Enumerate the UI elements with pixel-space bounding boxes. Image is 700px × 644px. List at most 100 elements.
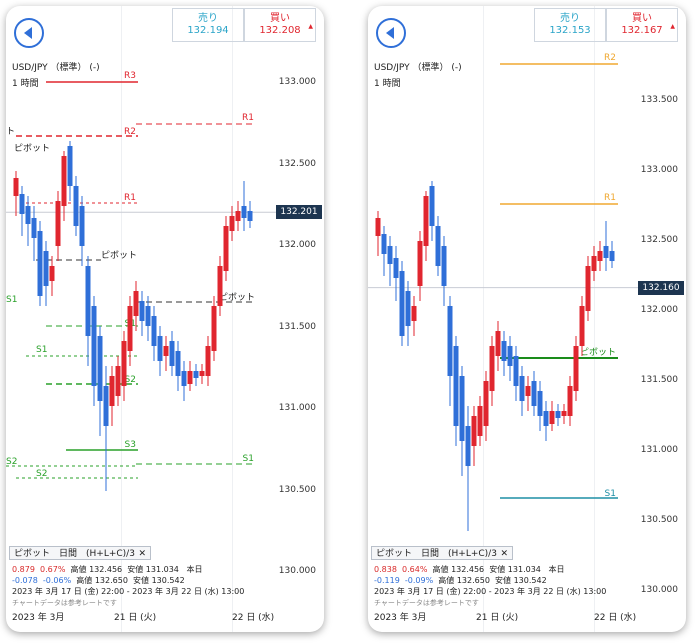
candle-body bbox=[561, 411, 567, 416]
candle-body bbox=[543, 411, 549, 426]
close-icon[interactable]: ✕ bbox=[138, 549, 146, 559]
s2-label: S2 bbox=[125, 375, 136, 385]
candle-body bbox=[37, 231, 43, 296]
day-label: 本日 bbox=[186, 565, 203, 574]
s1-label: S1 bbox=[36, 345, 47, 355]
x-label-month: 2023 年 3月 bbox=[12, 613, 65, 623]
low-value: 131.034 bbox=[145, 565, 179, 574]
candle-body bbox=[537, 391, 543, 416]
candle-body bbox=[567, 386, 573, 416]
candle-body bbox=[435, 226, 441, 266]
up-triangle-icon: ▲ bbox=[670, 23, 675, 30]
candle-body bbox=[387, 246, 393, 264]
pivot-label: ピボット bbox=[219, 292, 255, 303]
candle-body bbox=[211, 306, 217, 351]
pivot-tab-label: ピボット 日間 (H+L+C)/3 bbox=[14, 549, 135, 559]
buy-quote-button[interactable]: 買い 132.208 ▲ bbox=[244, 8, 316, 42]
grid-line bbox=[483, 6, 484, 632]
close-icon[interactable]: ✕ bbox=[500, 549, 508, 559]
candlestick-chart[interactable]: R2 R1 ピボット S1 bbox=[368, 6, 686, 632]
current-price-tag: 132.160 bbox=[638, 280, 684, 295]
candle-body bbox=[43, 251, 49, 286]
reference-note: チャートデータは参考レートです bbox=[12, 599, 117, 607]
s1-label: S1 bbox=[243, 454, 254, 464]
r1-label: R1 bbox=[124, 193, 136, 203]
r2-label: R2 bbox=[124, 127, 136, 137]
timeframe-label: 1 時間 bbox=[12, 79, 39, 89]
candle-body bbox=[199, 371, 205, 376]
candle-body bbox=[603, 246, 609, 258]
low-value: 130.542 bbox=[513, 576, 547, 585]
candle-body bbox=[411, 306, 417, 321]
change-value: -0.119 bbox=[374, 576, 400, 585]
symbol-label: USD/JPY （標準） (-) bbox=[12, 63, 100, 73]
candle-body bbox=[205, 346, 211, 376]
buy-quote-button[interactable]: 買い 132.167 ▲ bbox=[606, 8, 678, 42]
back-button[interactable] bbox=[376, 18, 406, 48]
candle-body bbox=[49, 266, 55, 281]
high-value: 132.456 bbox=[89, 565, 123, 574]
candle-body bbox=[483, 381, 489, 426]
change-value: -0.078 bbox=[12, 576, 38, 585]
candle-body bbox=[109, 376, 115, 406]
change-value: 0.879 bbox=[12, 565, 35, 574]
pivot-label: ピボット bbox=[580, 347, 616, 358]
y-tick-label: 132.000 bbox=[278, 240, 316, 250]
change-percent: 0.67% bbox=[40, 565, 66, 574]
y-tick-label: 130.000 bbox=[278, 566, 316, 576]
buy-label: 買い bbox=[270, 13, 290, 24]
back-arrow-icon bbox=[386, 27, 394, 39]
candle-body bbox=[375, 218, 381, 236]
date-range: 2023 年 3月 17 日 (金) 22:00 - 2023 年 3月 22 … bbox=[12, 587, 245, 596]
candle-body bbox=[55, 201, 61, 246]
candle-body bbox=[187, 371, 193, 384]
grid-line bbox=[594, 6, 595, 632]
pivot-label: ピボット bbox=[101, 250, 137, 261]
r3-label: R3 bbox=[124, 71, 136, 81]
stats-today: 0.879 0.67% 高値 132.456 安値 131.034 本日 bbox=[12, 564, 203, 575]
grid-line bbox=[121, 6, 122, 632]
candle-body bbox=[447, 306, 453, 376]
candle-body bbox=[91, 306, 97, 386]
day-label: 本日 bbox=[548, 565, 565, 574]
pivot-indicator-tab[interactable]: ピボット 日間 (H+L+C)/3 ✕ bbox=[371, 546, 513, 560]
pivot-label: ピボット bbox=[14, 143, 50, 154]
candle-body bbox=[423, 196, 429, 246]
sell-label: 売り bbox=[560, 13, 580, 24]
candle-body bbox=[507, 346, 513, 366]
candle-body bbox=[453, 346, 459, 426]
candle-body bbox=[79, 206, 85, 246]
stats-today: 0.838 0.64% 高値 132.456 安値 131.034 本日 bbox=[374, 564, 565, 575]
candle-body bbox=[13, 178, 19, 196]
high-label: 高値 bbox=[438, 576, 455, 585]
s1-label: S1 bbox=[605, 489, 616, 499]
candle-body bbox=[489, 346, 495, 391]
symbol-label: USD/JPY （標準） (-) bbox=[374, 63, 462, 73]
candle-body bbox=[169, 341, 175, 366]
candle-body bbox=[19, 194, 25, 214]
candle-body bbox=[399, 271, 405, 336]
sell-quote-button[interactable]: 売り 132.194 bbox=[172, 8, 244, 42]
s2-label: S2 bbox=[36, 469, 47, 479]
reference-note: チャートデータは参考レートです bbox=[374, 599, 479, 607]
back-button[interactable] bbox=[14, 18, 44, 48]
candle-body bbox=[501, 341, 507, 361]
y-tick-label: 132.000 bbox=[640, 305, 678, 315]
candle-body bbox=[97, 336, 103, 401]
candle-body bbox=[151, 316, 157, 346]
grid-line bbox=[232, 6, 233, 632]
stats-previous: -0.078 -0.06% 高値 132.650 安値 130.542 bbox=[12, 575, 185, 586]
candle-body bbox=[139, 301, 145, 321]
candlestick-chart[interactable]: R3R2R1R1ピボットトピボットピボットS1S1S1S2S3S2S1S2 bbox=[6, 6, 324, 632]
y-tick-label: 132.500 bbox=[278, 158, 316, 169]
candle-body bbox=[223, 226, 229, 271]
y-tick-label: 133.000 bbox=[640, 165, 678, 175]
pivot-indicator-tab[interactable]: ピボット 日間 (H+L+C)/3 ✕ bbox=[9, 546, 151, 560]
candle-body bbox=[579, 306, 585, 346]
y-tick-label: 133.000 bbox=[278, 77, 316, 87]
sell-quote-button[interactable]: 売り 132.153 bbox=[534, 8, 606, 42]
x-label-day22: 22 日 (水) bbox=[594, 613, 637, 623]
candle-body bbox=[193, 371, 199, 378]
candle-body bbox=[25, 206, 31, 224]
candle-body bbox=[417, 241, 423, 286]
